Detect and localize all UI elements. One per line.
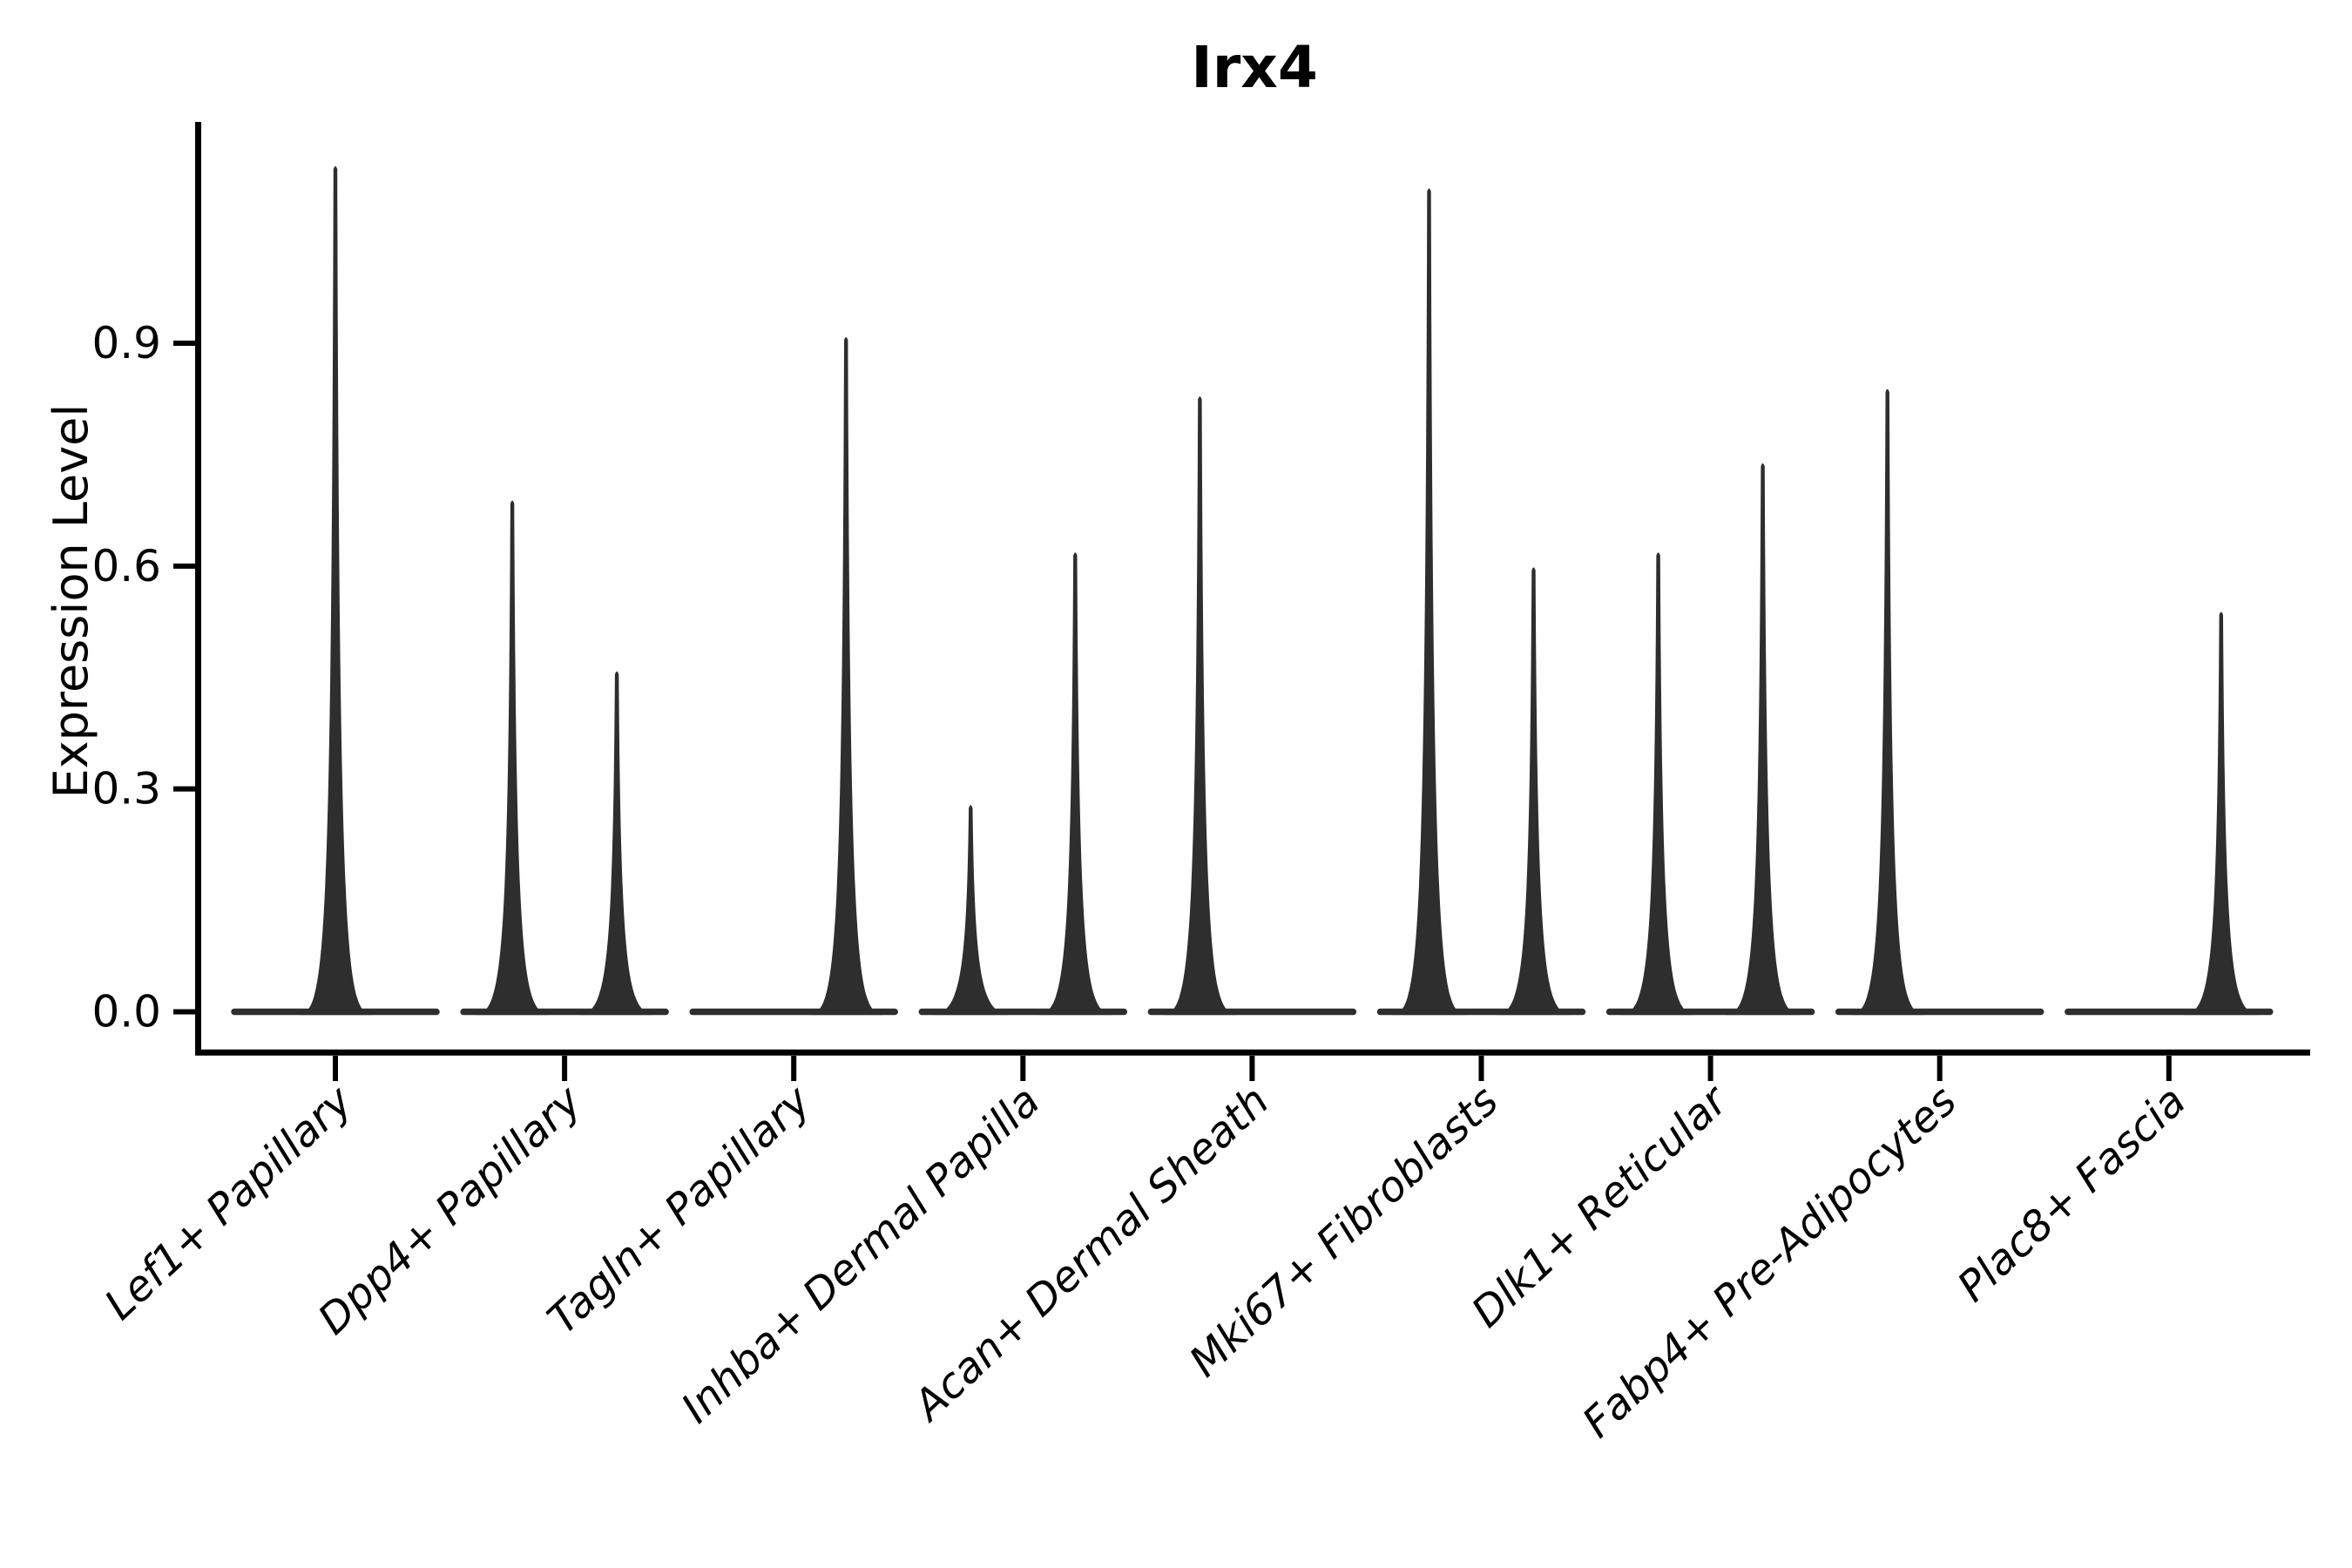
- y-tick-label: 0.6: [91, 541, 161, 591]
- violin-spike: [299, 166, 372, 1016]
- violin-spike: [1163, 396, 1237, 1016]
- violin: [460, 500, 669, 1016]
- x-tick-marks: [333, 1056, 2172, 1081]
- violin: [1605, 463, 1815, 1016]
- violin: [1147, 396, 1357, 1016]
- violin-spike: [476, 500, 550, 1016]
- violin-spike: [1497, 567, 1571, 1016]
- x-tick-label: Lef1+ Papillary: [96, 1076, 362, 1329]
- y-tick-label: 0.9: [91, 318, 161, 368]
- x-tick-label: Plac8+ Fascia: [1949, 1077, 2195, 1312]
- violin: [2065, 612, 2274, 1016]
- y-tick-label: 0.3: [91, 764, 161, 814]
- y-axis-label: Expression Level: [44, 404, 98, 799]
- violin-spike: [809, 336, 883, 1016]
- violin-spike: [1392, 188, 1466, 1016]
- plot-title: Irx4: [1191, 34, 1318, 101]
- violin-spike: [580, 671, 654, 1016]
- violin-spike: [1726, 463, 1800, 1016]
- x-tick-label: Fabp4+ Pre-Adipocytes: [1573, 1077, 1966, 1448]
- violin: [689, 336, 898, 1016]
- violin-spike: [1621, 552, 1695, 1016]
- y-tick-marks: [173, 340, 195, 1015]
- violin-spike: [1850, 389, 1924, 1016]
- y-tick-labels: 0.0 0.3 0.6 0.9: [91, 318, 161, 1037]
- violin-spike: [2184, 612, 2258, 1016]
- violin-spike: [1038, 552, 1112, 1016]
- violin-spike: [934, 805, 1008, 1016]
- y-tick-label: 0.0: [91, 987, 161, 1037]
- violin: [918, 552, 1128, 1016]
- axes-spines: [195, 122, 2310, 1056]
- violins-group: [231, 166, 2274, 1016]
- violin: [231, 166, 440, 1016]
- violin: [1835, 389, 2044, 1016]
- violin: [1376, 188, 1586, 1016]
